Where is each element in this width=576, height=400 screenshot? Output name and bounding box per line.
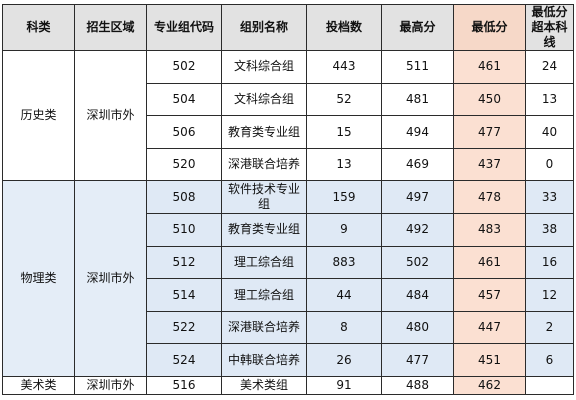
min-score-cell: 461 <box>453 50 526 84</box>
group-name-cell: 美术类组 <box>221 376 307 395</box>
code-cell: 504 <box>146 82 222 117</box>
min-score-cell: 450 <box>453 82 526 117</box>
code-cell: 508 <box>146 180 222 215</box>
header-max-score: 最高分 <box>381 4 454 51</box>
header-plan: 投档数 <box>306 4 382 51</box>
table-row: 历史类 深圳市外 502 文科综合组 443 511 461 24 <box>2 49 574 182</box>
plan-cell: 13 <box>306 147 382 182</box>
table-row: 520 深港联合培养 13 469 437 0 <box>3 147 574 182</box>
region-cell: 深圳市外 <box>74 49 147 182</box>
plan-cell: 26 <box>306 343 382 378</box>
over-line-cell: 13 <box>525 82 574 117</box>
max-score-cell: 484 <box>381 278 454 312</box>
code-cell: 520 <box>146 147 222 182</box>
over-line-cell: 6 <box>525 343 574 378</box>
code-cell: 502 <box>146 50 222 84</box>
over-line-cell: 24 <box>525 50 574 84</box>
code-cell: 522 <box>146 310 222 345</box>
plan-cell: 159 <box>306 180 382 215</box>
group-name-cell: 教育类专业组 <box>221 213 307 247</box>
min-score-cell: 457 <box>453 278 526 312</box>
max-score-cell: 469 <box>381 147 454 182</box>
table-row: 物理类 深圳市外 508 软件技术专业组 159 497 478 33 <box>2 180 574 378</box>
over-line-cell: 2 <box>525 310 574 345</box>
header-over-line: 最低分 超本科线 <box>525 4 574 51</box>
max-score-cell: 481 <box>381 82 454 117</box>
over-line-cell <box>525 376 574 395</box>
header-region: 招生区域 <box>74 4 147 51</box>
group-name-cell: 软件技术专业组 <box>221 180 307 215</box>
plan-cell: 9 <box>306 213 382 247</box>
plan-cell: 52 <box>306 82 382 117</box>
over-line-cell: 16 <box>525 245 574 280</box>
min-score-cell: 461 <box>453 245 526 280</box>
max-score-cell: 480 <box>381 310 454 345</box>
group-name-cell: 深港联合培养 <box>221 147 307 182</box>
header-over-line-1: 最低分 <box>531 5 568 20</box>
table-row: 美术类 深圳市外 516 美术类组 91 488 462 <box>2 376 574 395</box>
max-score-cell: 494 <box>381 115 454 149</box>
code-cell: 512 <box>146 245 222 280</box>
plan-cell: 15 <box>306 115 382 149</box>
header-code: 专业组代码 <box>146 4 222 51</box>
max-score-cell: 511 <box>381 50 454 84</box>
plan-cell: 91 <box>306 376 382 395</box>
min-score-cell: 483 <box>453 213 526 247</box>
table-row: 504 文科综合组 52 481 450 13 <box>3 82 574 117</box>
subject-cell: 美术类 <box>2 376 75 395</box>
max-score-cell: 477 <box>381 343 454 378</box>
min-score-cell: 451 <box>453 343 526 378</box>
region-cell: 深圳市外 <box>74 376 147 395</box>
code-cell: 510 <box>146 213 222 247</box>
group-name-cell: 深港联合培养 <box>221 310 307 345</box>
group-name-cell: 文科综合组 <box>221 50 307 84</box>
group-name-cell: 理工综合组 <box>221 245 307 280</box>
max-score-cell: 502 <box>381 245 454 280</box>
min-score-cell: 462 <box>453 376 526 395</box>
min-score-cell: 447 <box>453 310 526 345</box>
subject-cell: 物理类 <box>2 180 75 378</box>
plan-cell: 8 <box>306 310 382 345</box>
table-row: 524 中韩联合培养 26 477 451 6 <box>3 343 574 378</box>
over-line-cell: 40 <box>525 115 574 149</box>
code-cell: 524 <box>146 343 222 378</box>
table-row: 506 教育类专业组 15 494 477 40 <box>3 115 574 149</box>
table-row: 522 深港联合培养 8 480 447 2 <box>3 310 574 345</box>
min-score-cell: 477 <box>453 115 526 149</box>
group-name-cell: 教育类专业组 <box>221 115 307 149</box>
max-score-cell: 492 <box>381 213 454 247</box>
min-score-cell: 437 <box>453 147 526 182</box>
max-score-cell: 488 <box>381 376 454 395</box>
header-over-line-2: 超本科线 <box>531 20 568 49</box>
group-name-cell: 文科综合组 <box>221 82 307 117</box>
plan-cell: 44 <box>306 278 382 312</box>
plan-cell: 443 <box>306 50 382 84</box>
over-line-cell: 0 <box>525 147 574 182</box>
group-name-cell: 中韩联合培养 <box>221 343 307 378</box>
admission-scores-table: 科类 招生区域 专业组代码 组别名称 投档数 最高分 最低分 最低分 超本科线 历… <box>2 4 574 395</box>
subject-cell: 历史类 <box>2 49 75 182</box>
region-cell: 深圳市外 <box>74 180 147 378</box>
header-row: 科类 招生区域 专业组代码 组别名称 投档数 最高分 最低分 最低分 超本科线 <box>2 4 574 51</box>
header-subject: 科类 <box>2 4 75 51</box>
plan-cell: 883 <box>306 245 382 280</box>
code-cell: 514 <box>146 278 222 312</box>
group-name-cell: 理工综合组 <box>221 278 307 312</box>
header-min-score: 最低分 <box>453 4 526 51</box>
header-group-name: 组别名称 <box>221 4 307 51</box>
min-score-cell: 478 <box>453 180 526 215</box>
max-score-cell: 497 <box>381 180 454 215</box>
table-row: 512 理工综合组 883 502 461 16 <box>3 245 574 280</box>
over-line-cell: 33 <box>525 180 574 215</box>
over-line-cell: 12 <box>525 278 574 312</box>
over-line-cell: 38 <box>525 213 574 247</box>
code-cell: 506 <box>146 115 222 149</box>
code-cell: 516 <box>146 376 222 395</box>
